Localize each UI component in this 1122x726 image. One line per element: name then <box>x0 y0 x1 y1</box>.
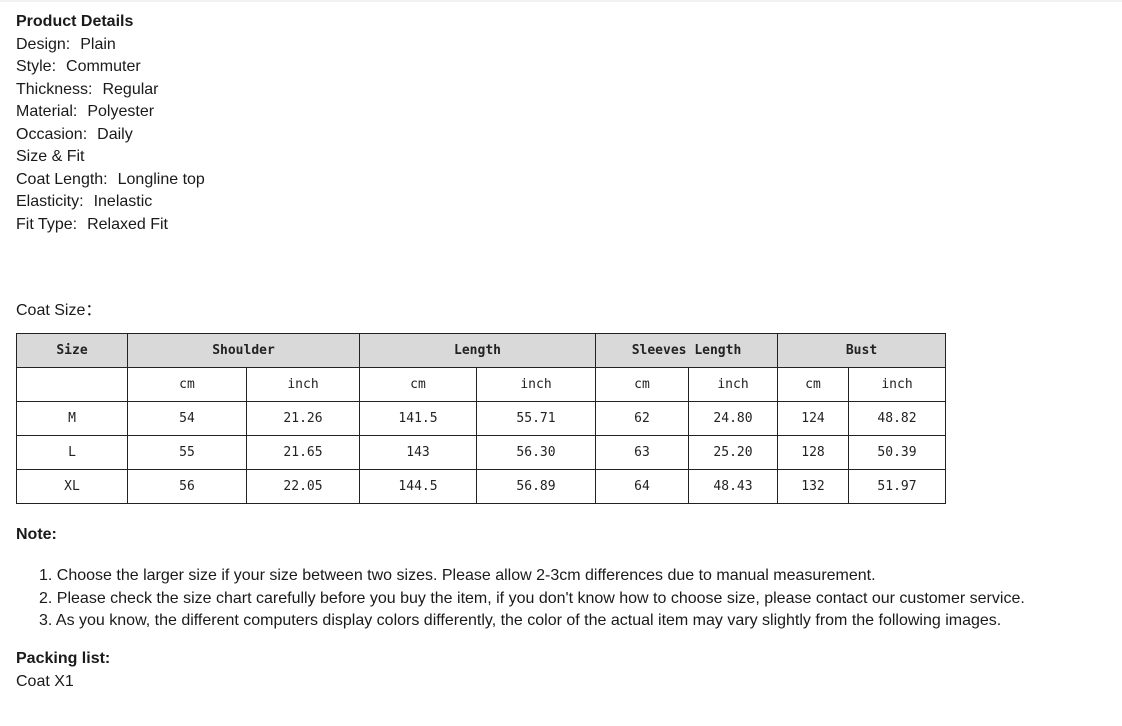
product-details: Product Details Design: Plain Style: Commu… <box>16 11 205 236</box>
fit-row: Coat Length: Longline top <box>16 170 205 188</box>
unit-cell: inch <box>246 367 360 402</box>
unit-cell: cm <box>777 367 849 402</box>
value-cell: 124 <box>777 401 849 436</box>
value-cell: 132 <box>777 469 849 504</box>
value-cell: 51.97 <box>848 469 946 504</box>
unit-cell: inch <box>848 367 946 402</box>
fit-row: Elasticity: Inelastic <box>16 193 153 210</box>
value-cell: 144.5 <box>359 469 477 504</box>
size-cell: XL <box>16 469 128 504</box>
header-shoulder: Shoulder <box>127 333 360 368</box>
unit-cell: cm <box>359 367 477 402</box>
value-cell: 24.80 <box>688 401 778 436</box>
size-cell: M <box>16 401 128 436</box>
value-cell: 50.39 <box>848 435 946 470</box>
note-list: 1. Choose the larger size if your size b… <box>39 565 1025 633</box>
header-sleeves-length: Sleeves Length <box>595 333 778 368</box>
value-cell: 143 <box>359 435 477 470</box>
details-title: Product Details <box>16 13 134 30</box>
size-fit-heading: Size & Fit <box>16 148 85 165</box>
value-cell: 62 <box>595 401 689 436</box>
table-row: M 54 21.26 141.5 55.71 62 24.80 124 48.82 <box>16 401 946 436</box>
value-cell: 21.65 <box>246 435 360 470</box>
top-divider <box>0 0 1122 2</box>
note-item: 3. As you know, the different computers … <box>39 612 1002 629</box>
detail-row: Design: Plain <box>16 35 116 53</box>
value-cell: 25.20 <box>688 435 778 470</box>
detail-row: Style: Commuter <box>16 58 141 75</box>
value-cell: 48.43 <box>688 469 778 504</box>
value-cell: 21.26 <box>246 401 360 436</box>
units-row: cm inch cm inch cm inch cm inch <box>16 367 946 402</box>
value-cell: 56 <box>127 469 247 504</box>
value-cell: 56.89 <box>476 469 596 504</box>
unit-cell: inch <box>688 367 778 402</box>
note-item: 1. Choose the larger size if your size b… <box>39 567 876 584</box>
size-table: Size Shoulder Length Sleeves Length Bust… <box>16 333 946 504</box>
size-cell: L <box>16 435 128 470</box>
value-cell: 64 <box>595 469 689 504</box>
value-cell: 55 <box>127 435 247 470</box>
value-cell: 54 <box>127 401 247 436</box>
table-row: L 55 21.65 143 56.30 63 25.20 128 50.39 <box>16 435 946 470</box>
unit-cell: cm <box>595 367 689 402</box>
value-cell: 56.30 <box>476 435 596 470</box>
detail-row: Occasion: Daily <box>16 125 133 143</box>
value-cell: 141.5 <box>359 401 477 436</box>
unit-cell: cm <box>127 367 247 402</box>
fit-row: Fit Type: Relaxed Fit <box>16 215 168 233</box>
header-size: Size <box>16 333 128 368</box>
value-cell: 63 <box>595 435 689 470</box>
note-item: 2. Please check the size chart carefully… <box>39 589 1025 607</box>
table-row: XL 56 22.05 144.5 56.89 64 48.43 132 51.97 <box>16 469 946 504</box>
value-cell: 22.05 <box>246 469 360 504</box>
coat-size-label: Coat Size： <box>16 302 102 319</box>
header-length: Length <box>359 333 596 368</box>
detail-row: Material: Polyester <box>16 103 155 120</box>
unit-cell: inch <box>476 367 596 402</box>
detail-row: Thickness: Regular <box>16 80 159 98</box>
value-cell: 55.71 <box>476 401 596 436</box>
header-bust: Bust <box>777 333 946 368</box>
packing-item: Coat X1 <box>16 672 74 690</box>
value-cell: 128 <box>777 435 849 470</box>
unit-cell <box>16 367 128 402</box>
note-title: Note: <box>16 526 57 543</box>
header-row: Size Shoulder Length Sleeves Length Bust <box>16 333 946 368</box>
packing-list: Packing list: Coat X1 <box>16 648 110 693</box>
value-cell: 48.82 <box>848 401 946 436</box>
packing-title: Packing list: <box>16 650 111 667</box>
